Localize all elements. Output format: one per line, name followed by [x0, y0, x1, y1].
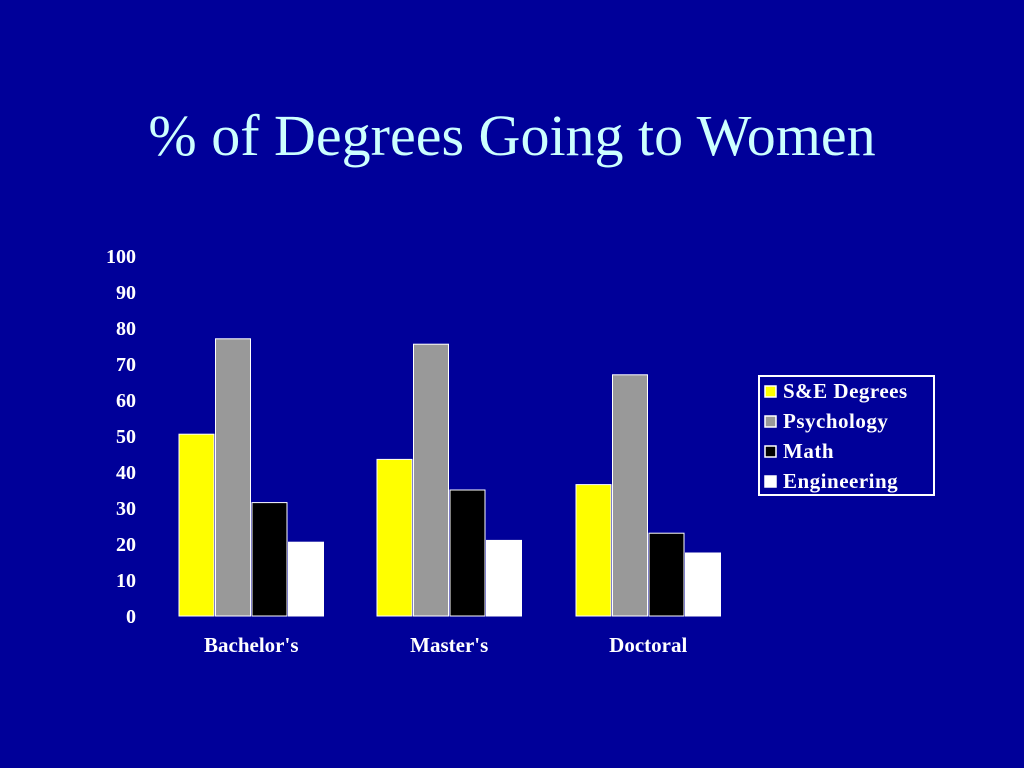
slide-title: % of Degrees Going to Women: [148, 103, 876, 168]
bar-psychology-bachelor-s: [215, 338, 251, 617]
x-tick-label-doctoral: Doctoral: [609, 633, 687, 657]
legend-swatch-engineering: [764, 475, 777, 488]
legend-swatch-s-e-degrees: [764, 385, 777, 398]
legend-label-engineering: Engineering: [783, 469, 898, 493]
bar-s-e-degrees-bachelor-s: [178, 433, 215, 617]
y-tick-label-40: 40: [116, 462, 136, 484]
bar-psychology-doctoral: [612, 374, 648, 617]
bar-math-doctoral: [648, 532, 685, 617]
bar-s-e-degrees-doctoral: [575, 484, 612, 617]
y-tick-label-100: 100: [106, 246, 136, 268]
category-labels: Bachelor's Master's Doctoral: [204, 633, 687, 657]
x-tick-label-master-s: Master's: [410, 633, 488, 657]
y-tick-label-90: 90: [116, 282, 136, 304]
x-tick-label-bachelor-s: Bachelor's: [204, 633, 299, 657]
legend-box: [758, 375, 935, 496]
y-tick-label-50: 50: [116, 426, 136, 448]
y-tick-label-30: 30: [116, 498, 136, 520]
y-tick-label-20: 20: [116, 534, 136, 556]
bar-engineering-doctoral: [685, 552, 721, 617]
bar-psychology-master-s: [413, 343, 449, 617]
bars: [178, 338, 721, 617]
legend-swatch-psychology: [764, 415, 777, 428]
legend-label-psychology: Psychology: [783, 409, 888, 433]
legend-label-math: Math: [783, 439, 834, 463]
y-tick-label-70: 70: [116, 354, 136, 376]
legend-swatch-math: [764, 445, 777, 458]
y-tick-label-60: 60: [116, 390, 136, 412]
y-axis-ticks: 0 10 20 30 40 50 60 70 80 90 100: [106, 246, 136, 628]
bar-s-e-degrees-master-s: [376, 458, 413, 617]
bar-math-bachelor-s: [251, 502, 288, 617]
y-tick-label-10: 10: [116, 570, 136, 592]
bar-engineering-bachelor-s: [288, 541, 324, 617]
bar-math-master-s: [449, 489, 486, 617]
bar-engineering-master-s: [486, 539, 522, 617]
legend: S&E Degrees Psychology Math Engineering: [758, 375, 935, 496]
y-tick-label-80: 80: [116, 318, 136, 340]
y-tick-label-0: 0: [126, 606, 136, 628]
legend-label-s-e-degrees: S&E Degrees: [783, 379, 908, 403]
